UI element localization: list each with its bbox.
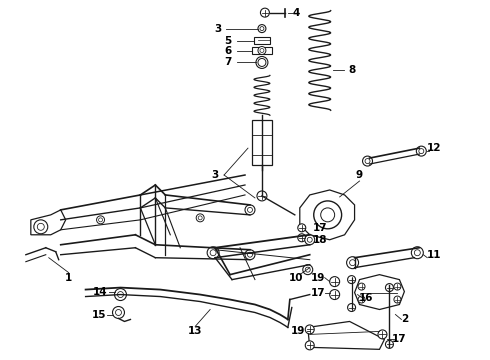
Circle shape	[416, 146, 426, 156]
Circle shape	[363, 156, 372, 166]
Circle shape	[330, 289, 340, 300]
Circle shape	[34, 220, 48, 234]
Text: 14: 14	[93, 287, 108, 297]
Circle shape	[257, 191, 267, 201]
Text: 1: 1	[65, 273, 73, 283]
Circle shape	[412, 247, 423, 259]
Text: 5: 5	[224, 36, 232, 46]
Text: 10: 10	[289, 273, 303, 283]
Circle shape	[245, 250, 255, 260]
Text: 12: 12	[427, 143, 441, 153]
Circle shape	[386, 340, 393, 348]
Circle shape	[347, 276, 356, 284]
Circle shape	[196, 214, 204, 222]
Text: 18: 18	[313, 235, 327, 245]
Circle shape	[245, 205, 255, 215]
Bar	[254, 37, 270, 44]
Circle shape	[298, 234, 306, 242]
Circle shape	[314, 201, 342, 229]
Text: 15: 15	[91, 310, 106, 320]
Circle shape	[303, 265, 313, 275]
Text: 17: 17	[392, 334, 407, 345]
Bar	[252, 120, 272, 165]
Circle shape	[305, 235, 315, 245]
Circle shape	[305, 325, 314, 334]
Text: 11: 11	[427, 250, 441, 260]
Circle shape	[256, 57, 268, 68]
Circle shape	[386, 284, 393, 292]
Circle shape	[305, 341, 314, 350]
Text: 8: 8	[348, 66, 355, 76]
Circle shape	[258, 58, 266, 67]
Text: 19: 19	[291, 327, 305, 336]
Text: 7: 7	[224, 58, 232, 67]
Circle shape	[298, 224, 306, 232]
Circle shape	[207, 247, 219, 259]
Bar	[252, 46, 272, 54]
Text: 13: 13	[188, 327, 202, 336]
Circle shape	[358, 296, 365, 303]
Text: 4: 4	[292, 8, 299, 18]
Circle shape	[330, 276, 340, 287]
Circle shape	[97, 216, 104, 224]
Text: 17: 17	[313, 223, 327, 233]
Circle shape	[113, 306, 124, 319]
Text: 6: 6	[224, 45, 232, 55]
Circle shape	[258, 24, 266, 32]
Text: 3: 3	[215, 24, 222, 33]
Circle shape	[378, 330, 387, 339]
Circle shape	[258, 46, 266, 54]
Circle shape	[358, 283, 365, 290]
Text: 19: 19	[311, 273, 325, 283]
Circle shape	[347, 303, 356, 311]
Circle shape	[394, 296, 401, 303]
Text: 16: 16	[359, 293, 374, 302]
Circle shape	[346, 257, 359, 269]
Text: 3: 3	[212, 170, 219, 180]
Circle shape	[394, 283, 401, 290]
Text: 2: 2	[401, 314, 408, 324]
Circle shape	[115, 289, 126, 301]
Circle shape	[261, 8, 270, 17]
Text: 9: 9	[356, 170, 363, 180]
Text: 17: 17	[310, 288, 325, 298]
